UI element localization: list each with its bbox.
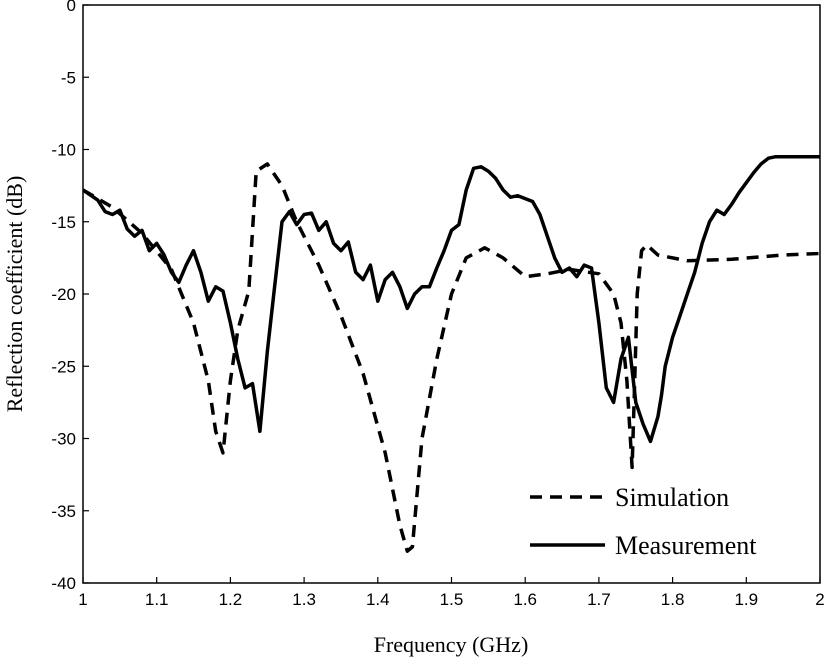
legend-measurement-label: Measurement bbox=[615, 531, 757, 560]
y-tick-label: -5 bbox=[61, 68, 76, 87]
x-tick-label: 1.8 bbox=[661, 590, 685, 609]
x-tick-label: 1.2 bbox=[219, 590, 243, 609]
x-tick-label: 2 bbox=[815, 590, 824, 609]
x-tick-label: 1.7 bbox=[587, 590, 611, 609]
y-tick-label: -20 bbox=[51, 285, 76, 304]
x-tick-label: 1.1 bbox=[145, 590, 169, 609]
y-tick-label: -40 bbox=[51, 574, 76, 593]
x-tick-label: 1.3 bbox=[292, 590, 316, 609]
y-tick-label: -30 bbox=[51, 430, 76, 449]
x-tick-label: 1 bbox=[78, 590, 87, 609]
x-tick-label: 1.4 bbox=[366, 590, 390, 609]
y-axis-title: Reflection coefficient (dB) bbox=[2, 176, 27, 413]
x-tick-label: 1.9 bbox=[734, 590, 758, 609]
y-tick-label: -15 bbox=[51, 213, 76, 232]
legend-simulation-label: Simulation bbox=[615, 483, 729, 512]
y-tick-label: 0 bbox=[67, 0, 76, 15]
x-tick-label: 1.6 bbox=[513, 590, 537, 609]
x-tick-label: 1.5 bbox=[440, 590, 464, 609]
y-axis: 0 -5 -10 -15 -20 -25 -30 -35 -40 bbox=[51, 0, 89, 593]
y-tick-label: -35 bbox=[51, 502, 76, 521]
legend: Simulation Measurement bbox=[530, 483, 757, 560]
series-layer bbox=[83, 154, 820, 553]
x-axis-title: Frequency (GHz) bbox=[374, 632, 529, 657]
series-line-measurement bbox=[83, 154, 820, 444]
y-tick-label: -10 bbox=[51, 141, 76, 160]
series-line-simulation bbox=[83, 162, 820, 553]
y-tick-label: -25 bbox=[51, 357, 76, 376]
x-axis: 1 1.1 1.2 1.3 1.4 1.5 1.6 1.7 1.8 1.9 2 bbox=[78, 577, 825, 609]
